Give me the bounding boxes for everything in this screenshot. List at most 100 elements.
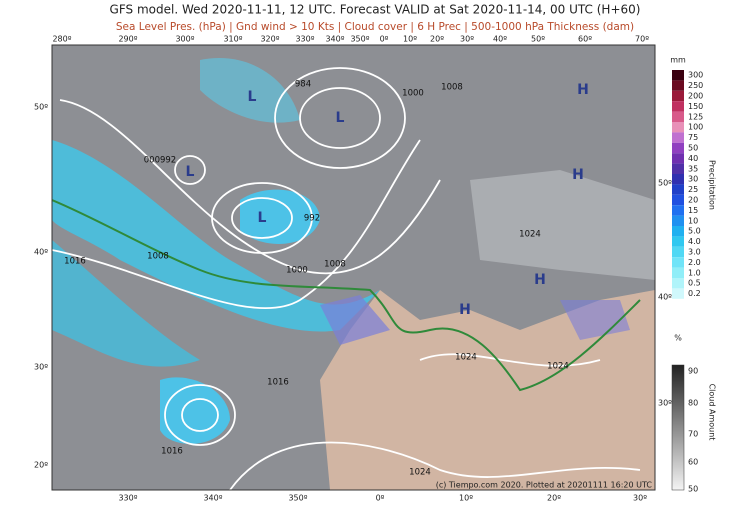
longitude-label: 290º (118, 35, 137, 44)
precip-swatch (672, 163, 684, 174)
precip-swatch (672, 80, 684, 91)
longitude-label: 320º (260, 35, 279, 44)
isobar-label: 1008 (441, 83, 463, 93)
precip-swatch (672, 153, 684, 164)
title: GFS model. Wed 2020-11-11, 12 UTC. Forec… (110, 3, 641, 17)
longitude-label: 340º (203, 494, 222, 503)
precip-level: 0.5 (688, 279, 701, 288)
precip-level: 300 (688, 71, 703, 80)
map-frame (51, 44, 656, 491)
longitude-label: 280º (52, 35, 71, 44)
precip-level: 75 (688, 133, 698, 142)
longitude-label: 30º (460, 35, 474, 44)
precip-level: 200 (688, 92, 703, 101)
longitude-label: 340º (325, 35, 344, 44)
longitude-label: 310º (223, 35, 242, 44)
isobar-label: 1008 (324, 260, 346, 270)
cloud-level: 50 (688, 485, 698, 494)
isobar-label: 1000 (402, 89, 424, 99)
map-area (52, 45, 655, 490)
precip-level: 30 (688, 175, 698, 184)
pressure-center: H (534, 272, 546, 288)
isobar-label: 992 (304, 214, 320, 224)
precip-swatch (672, 267, 684, 278)
pressure-center: L (336, 110, 345, 126)
cloud-level: 80 (688, 399, 698, 408)
longitude-label: 70º (635, 35, 649, 44)
isobar-label: 1024 (547, 362, 569, 372)
precip-swatch (672, 184, 684, 195)
precip-title: Precipitation (708, 160, 717, 210)
pressure-center: H (577, 82, 589, 98)
longitude-label: 10º (459, 494, 473, 503)
precip-swatch (672, 122, 684, 133)
longitude-label: 0º (380, 35, 389, 44)
latitude-label: 30º (658, 399, 672, 408)
precip-swatch (672, 246, 684, 258)
precip-swatch (672, 174, 684, 185)
latitude-label: 50º (34, 103, 48, 112)
precip-level: 25 (688, 185, 698, 194)
longitude-label: 20º (430, 35, 444, 44)
precip-level: 150 (688, 102, 703, 111)
precip-swatch (672, 236, 684, 247)
precip-swatch (672, 205, 684, 216)
precip-level: 3.0 (688, 248, 701, 257)
precip-level: 4.0 (688, 237, 701, 246)
precip-swatch (672, 257, 684, 268)
latitude-label: 50º (658, 179, 672, 188)
precip-level: 5.0 (688, 227, 701, 236)
longitude-label: 300º (175, 35, 194, 44)
longitude-label: 10º (403, 35, 417, 44)
isobar-label: 1024 (455, 353, 477, 363)
cloud-level: 70 (688, 430, 698, 439)
longitude-label: 330º (118, 494, 137, 503)
isobar-label: 1016 (64, 257, 86, 267)
isobar-label: 984 (295, 80, 311, 90)
pressure-center: L (186, 164, 195, 180)
precip-swatch (672, 194, 684, 206)
precip-swatch (672, 278, 684, 289)
longitude-label: 50º (531, 35, 545, 44)
cloud-level: 90 (688, 367, 698, 376)
precip-level: 2.0 (688, 258, 701, 267)
precip-swatch (672, 142, 684, 154)
longitude-label: 20º (547, 494, 561, 503)
latitude-label: 40º (34, 248, 48, 257)
isobar-label: 1024 (519, 230, 541, 240)
isobar-label: 1016 (161, 447, 183, 457)
precip-level: 10 (688, 216, 698, 225)
longitude-label: 30º (633, 494, 647, 503)
isobar-label: 1000 (286, 266, 308, 276)
precip-level: 35 (688, 164, 698, 173)
pressure-center: H (572, 167, 584, 183)
precip-swatch (672, 215, 684, 226)
precip-level: 125 (688, 112, 703, 121)
cloud-title: Cloud Amount (708, 384, 717, 441)
precip-swatch (672, 226, 684, 237)
isobar-label: 1024 (409, 468, 431, 478)
cloud-bar (671, 364, 685, 491)
precip-level: 100 (688, 123, 703, 132)
precip-swatch (672, 111, 684, 122)
precip-swatch (672, 70, 684, 81)
precip-swatch (672, 101, 684, 112)
latitude-label: 30º (34, 363, 48, 372)
precip-level: 0.2 (688, 289, 701, 298)
latitude-label: 20º (34, 461, 48, 470)
longitude-label: 60º (578, 35, 592, 44)
credit: (c) Tiempo.com 2020. Plotted at 20201111… (436, 481, 653, 490)
precip-swatch (672, 90, 684, 102)
longitude-label: 330º (295, 35, 314, 44)
precip-level: 50 (688, 144, 698, 153)
cloud-level: 60 (688, 458, 698, 467)
isobar-label: 1016 (267, 378, 289, 388)
longitude-label: 350º (288, 494, 307, 503)
precip-swatch (672, 132, 684, 143)
precip-swatch (672, 288, 684, 299)
longitude-label: 350º (350, 35, 369, 44)
pressure-center: H (459, 302, 471, 318)
subtitle: Sea Level Pres. (hPa) | Gnd wind > 10 Kt… (116, 21, 634, 33)
precip-level: 40 (688, 154, 698, 163)
